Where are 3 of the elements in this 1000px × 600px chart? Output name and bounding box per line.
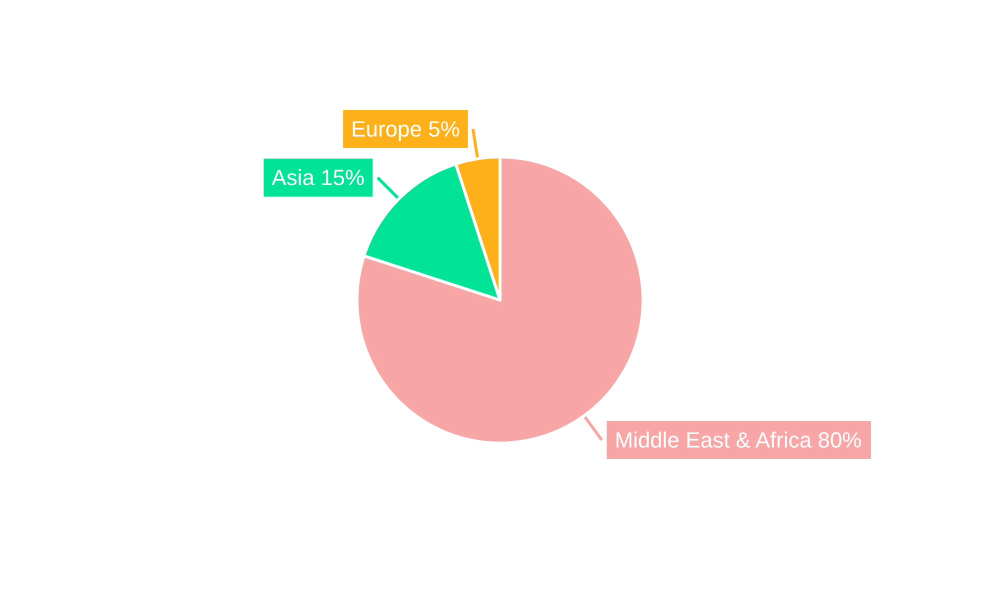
slice-label: Asia 15% [272,165,365,190]
slice-label: Middle East & Africa 80% [614,428,862,453]
slice-label: Europe 5% [351,116,460,142]
